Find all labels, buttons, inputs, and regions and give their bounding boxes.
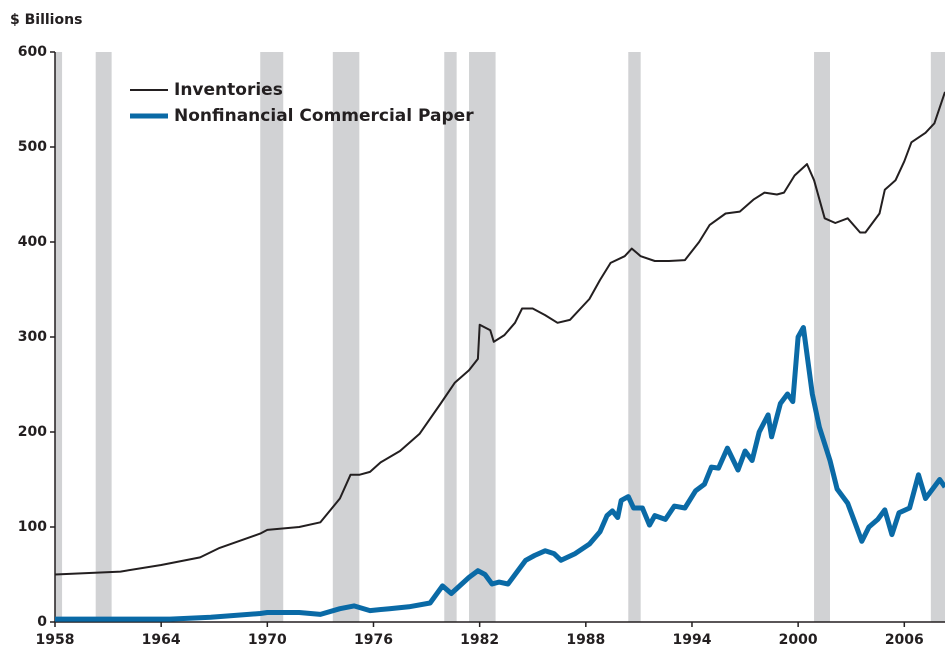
recession-band (628, 52, 641, 622)
series-line (54, 91, 945, 576)
recession-band (332, 52, 360, 622)
recession-band (469, 52, 496, 622)
x-tick-label: 1958 (36, 632, 75, 648)
recession-band (444, 52, 457, 622)
legend-label: Inventories (174, 80, 283, 100)
x-tick-label: 1970 (248, 632, 287, 648)
y-tick-label: 500 (18, 139, 47, 155)
recession-band (260, 52, 284, 622)
recession-band (930, 52, 945, 622)
legend-label: Nonfinancial Commercial Paper (174, 106, 474, 126)
x-tick-label: 1976 (354, 632, 393, 648)
y-tick-label: 600 (18, 44, 47, 60)
y-tick-label: 300 (18, 329, 47, 345)
y-tick-label: 0 (37, 614, 47, 630)
x-tick-label: 1964 (142, 632, 181, 648)
x-tick-label: 1988 (566, 632, 605, 648)
series-line (55, 325, 945, 622)
y-axis-label: $ Billions (10, 12, 82, 28)
recession-band (814, 52, 830, 622)
y-tick-label: 200 (18, 424, 47, 440)
recession-band (55, 52, 63, 622)
y-tick-label: 400 (18, 234, 47, 250)
x-tick-label: 1982 (460, 632, 499, 648)
x-tick-label: 2000 (779, 632, 818, 648)
y-tick-label: 100 (18, 519, 47, 535)
recession-band (95, 52, 112, 622)
x-tick-label: 1994 (672, 632, 711, 648)
x-tick-label: 2006 (885, 632, 924, 648)
